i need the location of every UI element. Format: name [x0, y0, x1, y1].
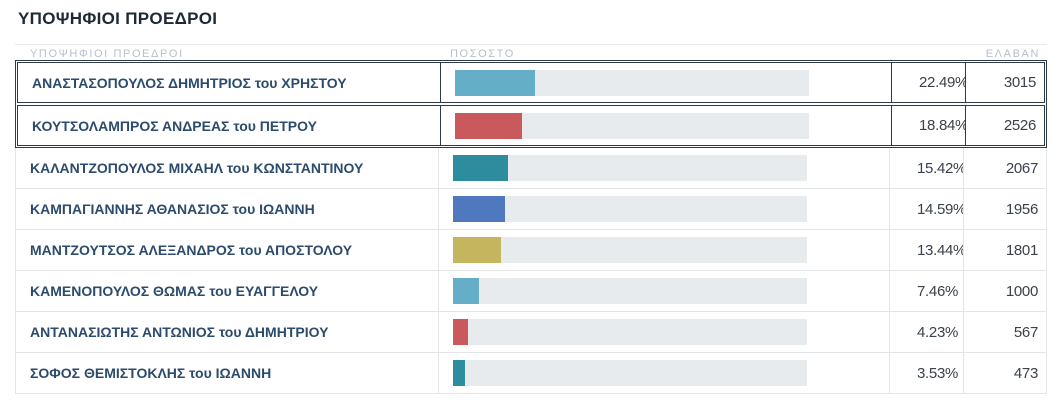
percent-bar-cell — [440, 106, 891, 145]
bar-fill — [453, 360, 466, 386]
bar-track — [455, 69, 809, 96]
bar-fill — [455, 69, 535, 96]
bar-track — [455, 112, 809, 139]
percent-value: 22.49% — [891, 63, 965, 102]
percent-bar-cell — [438, 148, 889, 188]
percent-value: 7.46% — [889, 271, 963, 311]
votes-value: 2526 — [965, 106, 1044, 145]
candidate-row: ΑΝΑΣΤΑΣΟΠΟΥΛΟΣ ΔΗΜΗΤΡΙΟΣ του ΧΡΗΣΤΟΥ 22.… — [17, 62, 1045, 103]
percent-bar-cell — [438, 312, 889, 352]
bar-fill — [455, 112, 522, 139]
candidate-row: ΜΑΝΤΖΟΥΤΣΟΣ ΑΛΕΞΑΝΔΡΟΣ του ΑΠΟΣΤΟΛΟΥ 13.… — [16, 230, 1046, 271]
candidate-row: ΑΝΤΑΝΑΣΙΩΤΗΣ ΑΝΤΩΝΙΟΣ του ΔΗΜΗΤΡΙΟΥ 4.23… — [16, 312, 1046, 353]
votes-value: 1956 — [963, 189, 1046, 229]
votes-value: 473 — [963, 353, 1046, 393]
bar-track — [453, 278, 807, 304]
bar-fill — [453, 155, 508, 181]
candidate-row: ΚΟΥΤΣΟΛΑΜΠΡΟΣ ΑΝΔΡΕΑΣ του ΠΕΤΡΟΥ 18.84% … — [17, 105, 1045, 146]
bar-track — [453, 237, 807, 263]
percent-value: 13.44% — [889, 230, 963, 270]
votes-value: 1801 — [963, 230, 1046, 270]
percent-bar-cell — [438, 271, 889, 311]
candidate-name: ΚΑΜΕΝΟΠΟΥΛΟΣ ΘΩΜΑΣ του ΕΥΑΓΓΕΛΟΥ — [30, 283, 319, 299]
column-header-candidates: ΥΠΟΨΗΦΙΟΙ ΠΡΟΕΔΡΟΙ — [30, 48, 184, 60]
bar-track — [453, 155, 807, 181]
highlighted-rows-group: ΑΝΑΣΤΑΣΟΠΟΥΛΟΣ ΔΗΜΗΤΡΙΟΣ του ΧΡΗΣΤΟΥ 22.… — [15, 60, 1047, 148]
percent-value: 15.42% — [889, 148, 963, 188]
votes-value: 567 — [963, 312, 1046, 352]
bar-fill — [453, 196, 505, 222]
bar-fill — [453, 319, 468, 345]
bar-track — [453, 360, 807, 386]
candidate-name: ΚΑΛΑΝΤΖΟΠΟΥΛΟΣ ΜΙΧΑΗΛ του ΚΩΝΣΤΑΝΤΙΝΟΥ — [30, 160, 364, 176]
percent-value: 18.84% — [891, 106, 965, 145]
percent-value: 14.59% — [889, 189, 963, 229]
percent-bar-cell — [440, 63, 891, 102]
bar-track — [453, 319, 807, 345]
candidate-row: ΚΑΜΠΑΓΙΑΝΝΗΣ ΑΘΑΝΑΣΙΟΣ του ΙΩΑΝΝΗ 14.59%… — [16, 189, 1046, 230]
table-header: ΥΠΟΨΗΦΙΟΙ ΠΡΟΕΔΡΟΙ ΠΟΣΟΣΤΟ ΕΛΑΒΑΝ — [15, 44, 1047, 60]
column-header-received: ΕΛΑΒΑΝ — [985, 48, 1040, 60]
candidate-name: ΚΟΥΤΣΟΛΑΜΠΡΟΣ ΑΝΔΡΕΑΣ του ΠΕΤΡΟΥ — [32, 117, 317, 134]
bar-track — [453, 196, 807, 222]
page-title: ΥΠΟΨΗΦΙΟΙ ΠΡΟΕΔΡΟΙ — [18, 9, 218, 28]
candidate-name: ΑΝΑΣΤΑΣΟΠΟΥΛΟΣ ΔΗΜΗΤΡΙΟΣ του ΧΡΗΣΤΟΥ — [32, 74, 347, 91]
votes-value: 3015 — [965, 63, 1044, 102]
candidate-name: ΚΑΜΠΑΓΙΑΝΝΗΣ ΑΘΑΝΑΣΙΟΣ του ΙΩΑΝΝΗ — [30, 201, 315, 217]
votes-value: 2067 — [963, 148, 1046, 188]
candidate-row: ΚΑΜΕΝΟΠΟΥΛΟΣ ΘΩΜΑΣ του ΕΥΑΓΓΕΛΟΥ 7.46% 1… — [16, 271, 1046, 312]
results-table: ΥΠΟΨΗΦΙΟΙ ΠΡΟΕΔΡΟΙ ΠΟΣΟΣΤΟ ΕΛΑΒΑΝ ΑΝΑΣΤΑ… — [15, 44, 1047, 394]
candidate-name: ΜΑΝΤΖΟΥΤΣΟΣ ΑΛΕΞΑΝΔΡΟΣ του ΑΠΟΣΤΟΛΟΥ — [30, 242, 353, 258]
candidate-row: ΣΟΦΟΣ ΘΕΜΙΣΤΟΚΛΗΣ του ΙΩΑΝΝΗ 3.53% 473 — [16, 353, 1046, 394]
percent-value: 4.23% — [889, 312, 963, 352]
percent-value: 3.53% — [889, 353, 963, 393]
candidate-name: ΣΟΦΟΣ ΘΕΜΙΣΤΟΚΛΗΣ του ΙΩΑΝΝΗ — [30, 365, 272, 381]
rows-group: ΚΑΛΑΝΤΖΟΠΟΥΛΟΣ ΜΙΧΑΗΛ του ΚΩΝΣΤΑΝΤΙΝΟΥ 1… — [15, 148, 1047, 394]
percent-bar-cell — [438, 353, 889, 393]
column-header-percent: ΠΟΣΟΣΤΟ — [450, 48, 515, 60]
votes-value: 1000 — [963, 271, 1046, 311]
candidate-name: ΑΝΤΑΝΑΣΙΩΤΗΣ ΑΝΤΩΝΙΟΣ του ΔΗΜΗΤΡΙΟΥ — [30, 324, 329, 340]
percent-bar-cell — [438, 189, 889, 229]
candidate-row: ΚΑΛΑΝΤΖΟΠΟΥΛΟΣ ΜΙΧΑΗΛ του ΚΩΝΣΤΑΝΤΙΝΟΥ 1… — [16, 148, 1046, 189]
bar-fill — [453, 278, 480, 304]
percent-bar-cell — [438, 230, 889, 270]
bar-fill — [453, 237, 501, 263]
